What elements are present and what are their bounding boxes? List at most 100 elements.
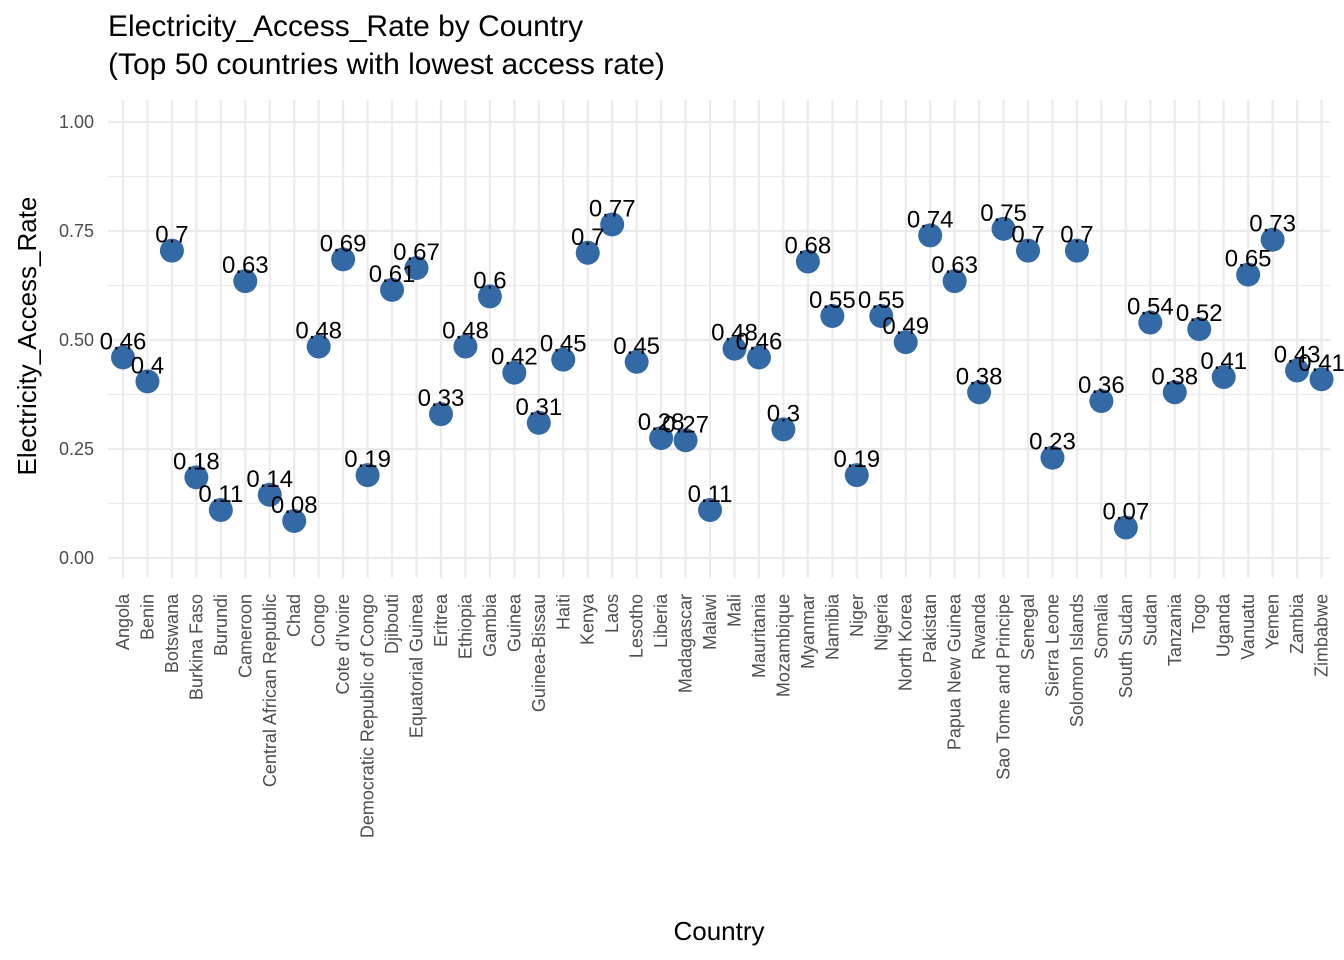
data-label: 0.18 [173, 448, 220, 475]
data-point [135, 369, 160, 394]
x-tick-label: Niger [847, 594, 867, 637]
data-point [771, 417, 796, 442]
data-label: 0.33 [418, 385, 465, 412]
data-point [306, 334, 331, 359]
data-point [1040, 445, 1065, 470]
x-tick-label: Guinea-Bissau [529, 594, 549, 712]
data-label: 0.68 [785, 233, 832, 260]
data-point [404, 256, 429, 281]
x-tick-label: Namibia [822, 593, 842, 660]
data-label: 0.07 [1103, 498, 1150, 525]
data-point [551, 347, 576, 372]
x-tick-label: Eritrea [431, 593, 451, 647]
data-point [575, 240, 600, 265]
x-axis-title: Country [673, 916, 764, 946]
data-label: 0.7 [571, 224, 604, 251]
data-label: 0.46 [100, 328, 147, 355]
data-point [257, 482, 282, 507]
data-label: 0.69 [320, 230, 367, 257]
x-tick-label: Mali [725, 594, 745, 627]
data-point [184, 465, 209, 490]
data-label: 0.48 [711, 320, 758, 347]
x-tick-label: Myanmar [798, 594, 818, 669]
data-point [795, 249, 820, 274]
data-label: 0.7 [155, 222, 188, 249]
data-label: 0.7 [1060, 222, 1093, 249]
data-point [967, 380, 992, 405]
data-point [502, 360, 527, 385]
y-axis-ticks: 0.00 0.25 0.50 0.75 1.00 [59, 112, 94, 568]
x-tick-label: Lesotho [627, 594, 647, 658]
data-point [208, 498, 233, 523]
data-point [159, 238, 184, 263]
data-point [820, 304, 845, 329]
data-label: 0.41 [1298, 350, 1344, 377]
data-label: 0.42 [491, 344, 538, 371]
data-point [1260, 227, 1285, 252]
data-label: 0.11 [688, 481, 733, 508]
data-label: 0.74 [907, 206, 954, 233]
x-tick-label: Rwanda [969, 593, 989, 660]
y-tick-label: 0.00 [59, 548, 94, 568]
chart-subtitle: (Top 50 countries with lowest access rat… [108, 48, 665, 81]
data-point [1211, 365, 1236, 390]
x-tick-label: Togo [1189, 594, 1209, 633]
x-tick-label: Sao Tome and Principe [994, 594, 1014, 780]
data-points [111, 212, 1334, 540]
data-label: 0.14 [246, 466, 293, 493]
data-point [746, 345, 771, 370]
gridlines [108, 100, 1330, 578]
data-label: 0.19 [833, 446, 880, 473]
x-tick-label: Democratic Republic of Congo [358, 594, 378, 838]
data-point [380, 277, 405, 302]
x-tick-label: Congo [309, 594, 329, 647]
data-label: 0.4 [131, 352, 164, 379]
x-tick-label: Liberia [651, 593, 671, 648]
x-tick-label: Zimbabwe [1312, 594, 1332, 677]
x-tick-label: Mauritania [749, 593, 769, 678]
data-point [111, 345, 135, 370]
data-label: 0.6 [473, 267, 506, 294]
data-label: 0.49 [882, 313, 929, 340]
data-label: 0.28 [638, 409, 685, 436]
data-label: 0.48 [295, 318, 342, 345]
data-point [1138, 310, 1163, 335]
data-point [1309, 367, 1334, 392]
x-tick-label: Pakistan [920, 594, 940, 663]
data-point [233, 269, 258, 294]
x-tick-label: Laos [602, 594, 622, 633]
x-tick-label: Burkina Faso [186, 594, 206, 700]
data-point [893, 330, 918, 355]
data-label: 0.38 [956, 363, 1003, 390]
x-tick-label: Botswana [162, 593, 182, 673]
data-point [942, 269, 967, 294]
data-point [624, 349, 649, 374]
x-tick-label: Benin [137, 594, 157, 640]
data-label: 0.77 [589, 195, 636, 222]
data-point [1113, 515, 1138, 540]
x-tick-label: Kenya [578, 593, 598, 645]
data-label: 0.55 [809, 287, 856, 314]
data-point [869, 304, 894, 329]
x-tick-label: Burundi [211, 594, 231, 656]
x-tick-label: Haiti [553, 594, 573, 630]
x-tick-label: Somalia [1091, 593, 1111, 659]
x-tick-label: South Sudan [1116, 594, 1136, 698]
data-point [1089, 389, 1114, 414]
data-point [673, 428, 698, 453]
data-label: 0.63 [931, 252, 978, 279]
data-label: 0.73 [1249, 211, 1296, 238]
y-tick-label: 0.25 [59, 439, 94, 459]
data-point [918, 223, 943, 248]
data-point [1236, 262, 1261, 287]
x-tick-label: Chad [284, 594, 304, 637]
data-label: 0.54 [1127, 294, 1174, 321]
x-tick-label: Vanuatu [1238, 594, 1258, 660]
x-tick-label: Sierra Leone [1042, 594, 1062, 697]
chart-title: Electricity_Access_Rate by Country [108, 10, 584, 43]
data-label: 0.48 [442, 318, 489, 345]
x-tick-label: Malawi [700, 594, 720, 650]
data-label: 0.19 [344, 446, 391, 473]
